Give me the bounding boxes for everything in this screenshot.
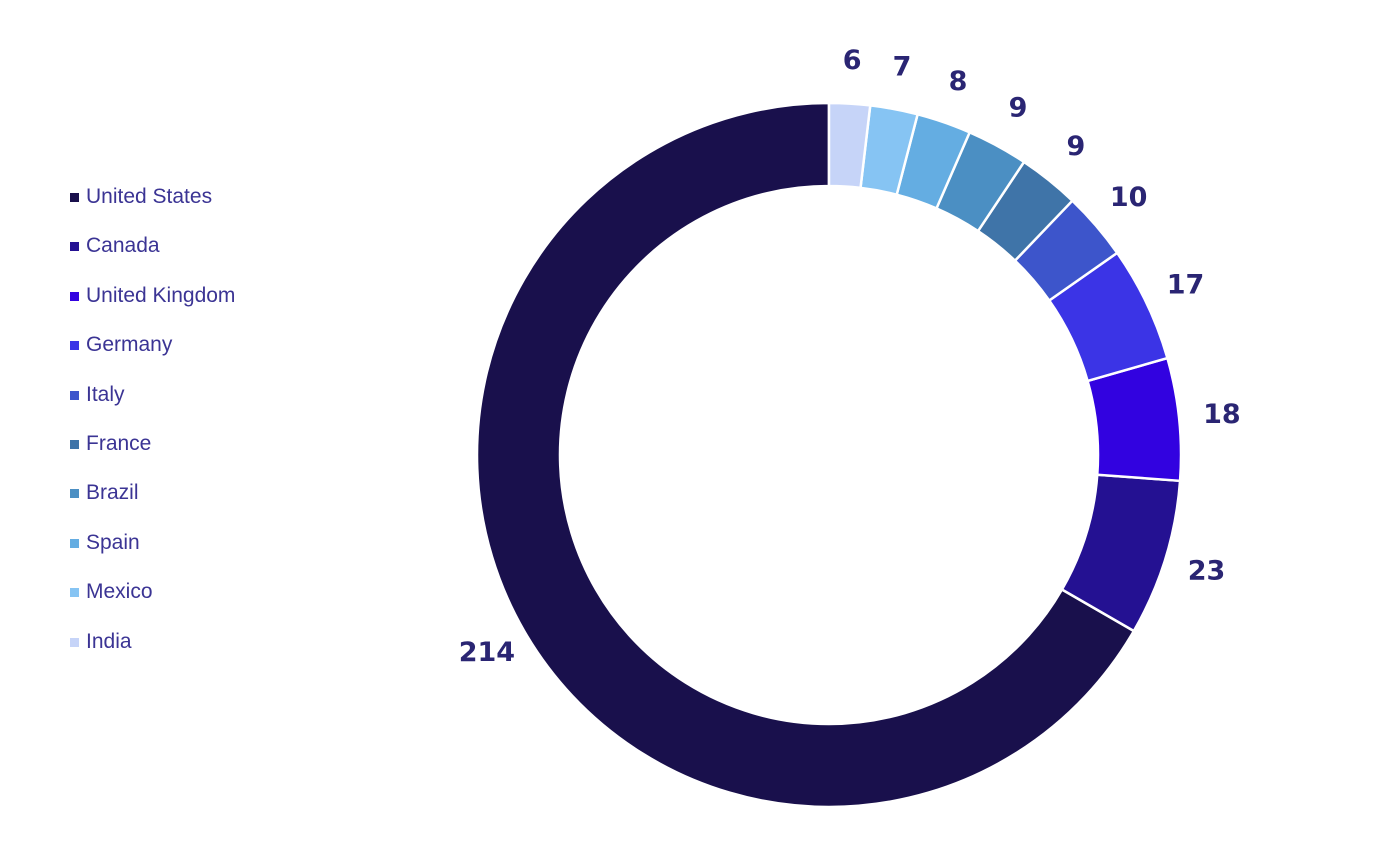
legend-label: France bbox=[86, 431, 152, 455]
legend-label: Spain bbox=[86, 530, 140, 554]
legend-label: United Kingdom bbox=[86, 283, 236, 307]
legend-item-united-states: United States bbox=[70, 184, 235, 233]
value-label-france: 9 bbox=[1067, 131, 1086, 162]
legend-swatch bbox=[70, 341, 79, 351]
value-label-brazil: 9 bbox=[1009, 93, 1028, 124]
legend-item-canada: Canada bbox=[70, 233, 235, 282]
slice-united-states bbox=[475, 101, 1136, 809]
legend-swatch bbox=[70, 242, 79, 252]
legend-swatch bbox=[70, 390, 79, 400]
value-label-germany: 17 bbox=[1167, 269, 1205, 300]
legend-item-france: France bbox=[70, 431, 235, 480]
value-label-italy: 10 bbox=[1110, 182, 1148, 213]
legend-swatch bbox=[70, 538, 79, 548]
legend-label: United States bbox=[86, 185, 213, 208]
value-label-india: 6 bbox=[843, 45, 862, 76]
slice-india bbox=[827, 101, 872, 190]
legend-label: India bbox=[86, 629, 132, 653]
legend-item-italy: Italy bbox=[70, 382, 235, 431]
legend-swatch bbox=[70, 193, 79, 202]
legend-swatch bbox=[70, 489, 79, 499]
legend-swatch bbox=[70, 588, 79, 598]
legend-label: Germany bbox=[86, 333, 173, 357]
donut-slices bbox=[475, 101, 1183, 809]
legend-swatch bbox=[70, 637, 79, 647]
value-label-spain: 8 bbox=[949, 66, 968, 97]
value-label-canada: 23 bbox=[1188, 556, 1226, 587]
legend-item-germany: Germany bbox=[70, 332, 235, 381]
value-label-united-states: 214 bbox=[459, 637, 515, 668]
legend-label: Mexico bbox=[86, 580, 153, 604]
legend-label: Canada bbox=[86, 234, 160, 258]
legend-swatch bbox=[70, 291, 79, 301]
legend-item-mexico: Mexico bbox=[70, 579, 235, 628]
legend-label: Italy bbox=[86, 382, 125, 406]
legend-item-spain: Spain bbox=[70, 530, 235, 579]
legend-swatch bbox=[70, 439, 79, 449]
chart-legend: United States Canada United Kingdom Germany… bbox=[70, 184, 235, 678]
legend-item-india: India bbox=[70, 629, 235, 678]
value-labels: 214 23 18 17 10 9 9 8 76 bbox=[459, 45, 1241, 668]
legend-item-united-kingdom: United Kingdom bbox=[70, 283, 235, 332]
value-label-united-kingdom: 18 bbox=[1203, 399, 1241, 430]
value-label-mexico: 7 bbox=[893, 51, 912, 82]
legend-item-brazil: Brazil bbox=[70, 480, 235, 529]
legend-label: Brazil bbox=[86, 481, 139, 505]
